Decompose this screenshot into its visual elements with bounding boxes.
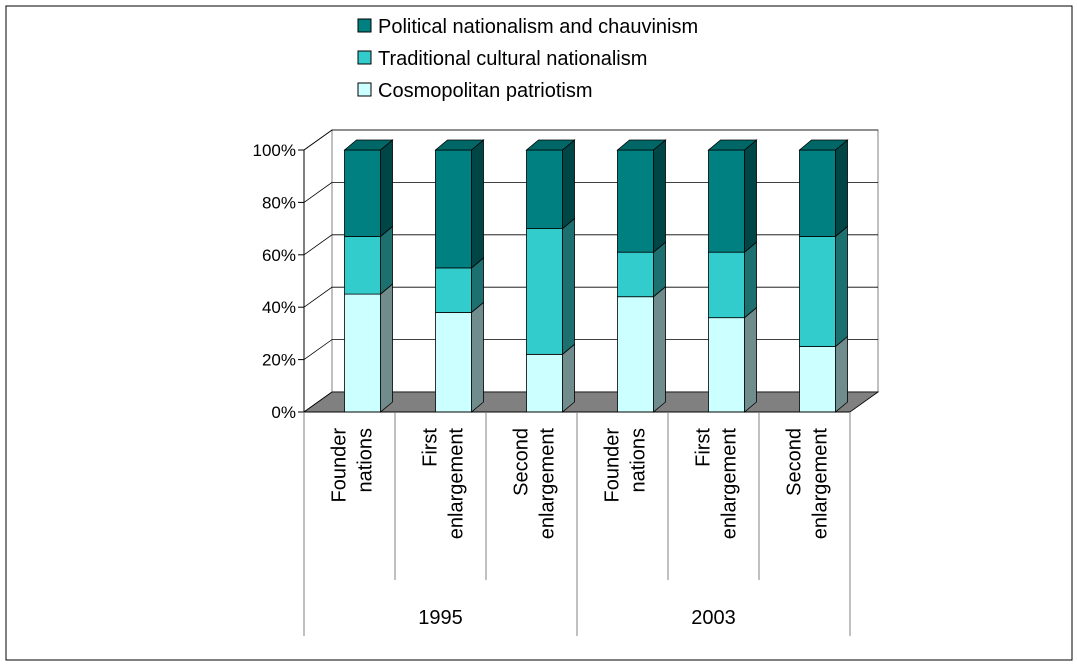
legend-item: Traditional cultural nationalism	[357, 48, 647, 70]
bar-side	[562, 217, 575, 356]
bar-segment	[526, 149, 563, 229]
x-tick-label-line2: enlargement	[446, 428, 468, 540]
x-group-label: 2003	[691, 607, 736, 629]
back-wall	[331, 129, 879, 393]
x-tick-label-line2: nations	[355, 428, 377, 493]
bar-side	[835, 225, 848, 348]
y-axis: 0% 20% 40% 60% 80% 100%	[253, 141, 305, 422]
x-tick-label-line1: Founder	[602, 428, 624, 503]
bar-side	[653, 285, 666, 413]
bar-segment	[799, 149, 836, 237]
legend-label: Cosmopolitan patriotism	[378, 80, 593, 102]
bar-segment	[708, 317, 745, 413]
x-tick-label-line2: nations	[628, 428, 650, 493]
bar-segment	[344, 293, 381, 413]
y-tick-label: 20%	[262, 351, 296, 370]
x-tick-label-line1: Second	[511, 428, 533, 496]
x-tick-label-line2: enlargement	[537, 428, 559, 540]
bar-segment	[799, 346, 836, 413]
bar-segment	[526, 228, 563, 355]
bar-top	[798, 139, 849, 151]
bar-side	[471, 139, 484, 269]
bar-side	[653, 139, 666, 254]
bar-top	[707, 139, 758, 151]
x-tick-label-line1: Second	[784, 428, 806, 496]
x-tick-label-line1: First	[420, 428, 442, 467]
bar-top	[434, 139, 485, 151]
x-tick-label-line1: Founder	[329, 428, 351, 503]
bar-segment	[617, 296, 654, 413]
legend-label: Traditional cultural nationalism	[378, 48, 647, 70]
y-tick-label: 60%	[262, 246, 296, 265]
legend-swatch	[357, 82, 372, 97]
bar-side	[744, 241, 757, 319]
y-tick-label: 0%	[271, 403, 296, 422]
gridline	[303, 234, 878, 256]
x-axis: Founder nations First enlargement Second enla…	[303, 411, 851, 636]
bar-side	[562, 139, 575, 230]
bar-stack	[343, 139, 394, 413]
legend-swatch	[357, 50, 372, 65]
bar-segment	[435, 267, 472, 313]
gridline	[303, 286, 878, 308]
x-tick-label: Founder nations	[329, 428, 377, 503]
bar-stack	[525, 139, 576, 413]
x-tick-label: First enlargement	[420, 428, 468, 540]
gridline	[303, 129, 878, 151]
bar-stack	[707, 139, 758, 413]
x-tick-label: First enlargement	[693, 428, 741, 540]
legend-item: Cosmopolitan patriotism	[357, 80, 593, 102]
x-tick-label-line2: enlargement	[810, 428, 832, 540]
bar-top	[616, 139, 667, 151]
bar-top	[343, 139, 394, 151]
bar-side	[744, 306, 757, 413]
x-tick-label: Second enlargement	[511, 428, 559, 540]
legend-item: Political nationalism and chauvinism	[357, 16, 698, 38]
bar-side	[835, 335, 848, 413]
bar-top	[525, 139, 576, 151]
bar-segment	[435, 312, 472, 413]
bar-stack	[616, 139, 667, 413]
bar-segment	[617, 149, 654, 253]
bar-side	[744, 139, 757, 254]
gridline	[303, 181, 878, 203]
y-tick-label: 40%	[262, 298, 296, 317]
bar-side	[380, 139, 393, 238]
x-tick-label-line1: First	[693, 428, 715, 467]
bars	[343, 139, 849, 413]
bar-segment	[617, 251, 654, 298]
bar-side	[380, 283, 393, 413]
legend: Political nationalism and chauvinism Trad…	[357, 16, 698, 102]
bar-segment	[344, 236, 381, 295]
y-tick-label: 80%	[262, 193, 296, 212]
y-tick-label: 100%	[253, 141, 296, 160]
gridline	[303, 339, 878, 360]
bar-segment	[526, 353, 563, 413]
bar-stack	[798, 139, 849, 413]
bar-stack	[434, 139, 485, 413]
x-tick-label: Second enlargement	[784, 428, 832, 540]
legend-swatch	[357, 18, 372, 33]
x-tick-label: Founder nations	[602, 428, 650, 503]
bar-side	[562, 343, 575, 413]
bar-side	[380, 225, 393, 295]
x-tick-label-line2: enlargement	[719, 428, 741, 540]
bar-segment	[708, 251, 745, 319]
bar-side	[471, 301, 484, 413]
legend-label: Political nationalism and chauvinism	[378, 16, 698, 38]
x-group-label: 1995	[418, 607, 463, 629]
side-wall	[303, 129, 333, 413]
bar-segment	[799, 236, 836, 347]
bar-segment	[435, 149, 472, 269]
bar-side	[835, 139, 848, 238]
bar-segment	[708, 149, 745, 253]
bar-segment	[344, 149, 381, 237]
